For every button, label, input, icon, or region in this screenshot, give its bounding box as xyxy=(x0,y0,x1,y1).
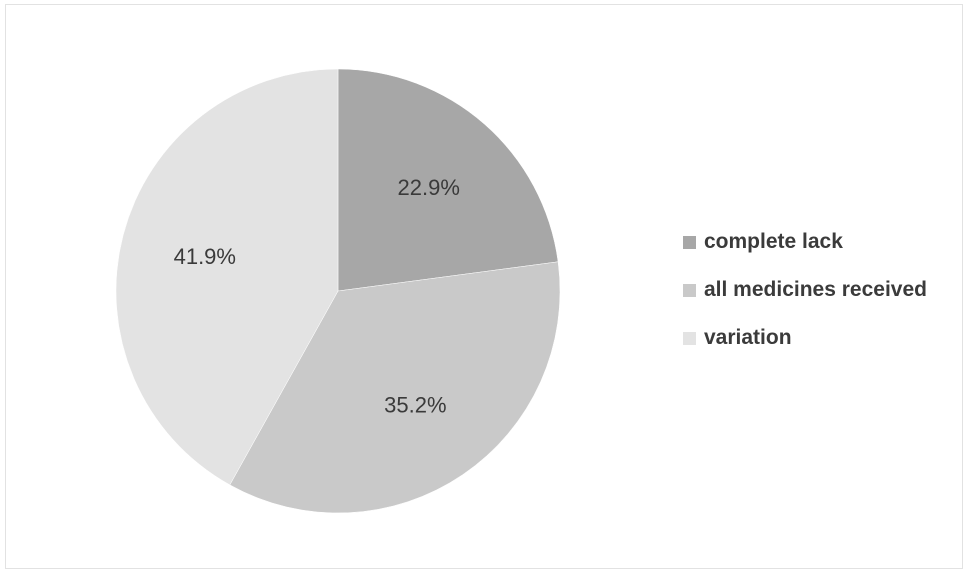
pie-slice-labels: 22.9% 35.2% 41.9% xyxy=(174,175,460,417)
data-label-all-medicines-received: 35.2% xyxy=(384,392,446,417)
legend-item-complete-lack: complete lack xyxy=(683,226,927,258)
legend-label-all-medicines-received: all medicines received xyxy=(704,278,927,301)
pie-slice-variation xyxy=(115,68,339,486)
data-label-variation: 41.9% xyxy=(174,244,236,269)
pie-slices xyxy=(115,68,561,514)
legend-swatch-all-medicines-received xyxy=(683,283,696,297)
legend-label-variation: variation xyxy=(704,326,792,349)
legend-item-all-medicines-received: all medicines received xyxy=(683,274,927,306)
chart-legend: complete lack all medicines received var… xyxy=(683,226,927,370)
legend-item-variation: variation xyxy=(683,322,927,354)
pie-slice-all-medicines-received xyxy=(229,261,561,514)
legend-swatch-complete-lack xyxy=(683,235,696,249)
legend-label-complete-lack: complete lack xyxy=(704,230,843,253)
legend-swatch-variation xyxy=(683,331,696,345)
pie-slice-complete-lack xyxy=(337,68,559,292)
data-label-complete-lack: 22.9% xyxy=(398,175,460,200)
